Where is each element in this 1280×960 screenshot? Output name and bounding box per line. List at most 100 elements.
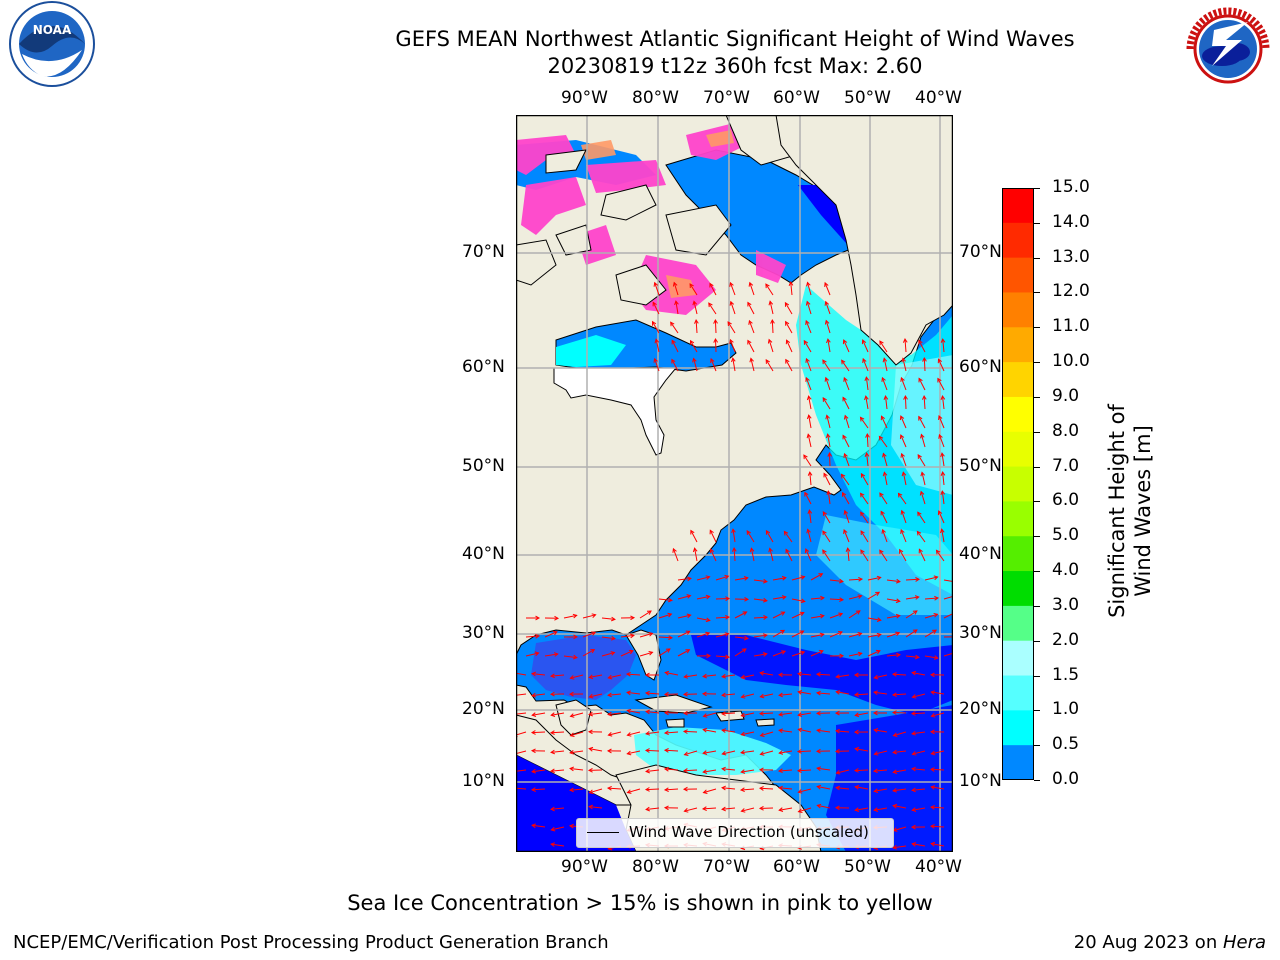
wave-direction-arrow (608, 712, 622, 715)
wave-direction-arrow (817, 729, 831, 733)
wave-direction-arrowhead (861, 339, 867, 345)
north-atlantic-light (891, 355, 953, 495)
wave-direction-arrowhead (549, 730, 555, 735)
wave-direction-arrowhead (549, 768, 555, 774)
wave-direction-arrow (532, 769, 546, 773)
wave-direction-arrowhead (900, 376, 905, 382)
lon-tick-top-70w: 70°W (703, 88, 750, 108)
wave-direction-arrow (765, 359, 774, 372)
wave-direction-arrowhead (694, 318, 699, 324)
wave-direction-arrow (532, 693, 546, 697)
wave-direction-arrow (791, 630, 804, 638)
wave-direction-arrowhead (530, 748, 536, 754)
wave-direction-arrowhead (668, 635, 674, 640)
wave-direction-arrowhead (573, 654, 578, 660)
wave-direction-arrowhead (804, 491, 809, 497)
wave-direction-arrowhead (879, 340, 884, 346)
wave-direction-arrowhead (685, 649, 691, 654)
wave-direction-arrow (753, 579, 767, 583)
wave-direction-arrow (867, 634, 881, 638)
wave-direction-arrow (696, 595, 710, 600)
wave-direction-arrowhead (901, 357, 906, 363)
wave-direction-arrow (900, 415, 907, 429)
colorbar-tick-mark (1034, 222, 1040, 224)
wave-direction-arrow (855, 807, 869, 811)
wave-direction-arrow (882, 453, 888, 467)
wave-direction-arrow (703, 674, 717, 677)
colorbar-segment (1002, 327, 1034, 363)
colorbar-border (1002, 188, 1034, 780)
wave-direction-arrowhead (940, 395, 946, 400)
wave-direction-arrow (694, 548, 698, 562)
wave-direction-arrow (825, 301, 831, 315)
wave-direction-arrowhead (879, 492, 884, 498)
wave-direction-arrow (532, 824, 546, 828)
wave-direction-arrow (836, 691, 850, 695)
wave-direction-arrow (797, 750, 812, 753)
wave-direction-arrowhead (611, 616, 616, 622)
wave-direction-arrowhead (535, 633, 541, 639)
wave-direction-arrowhead (854, 807, 860, 812)
wave-direction-arrowhead (550, 806, 555, 812)
wave-direction-arrowhead (648, 632, 654, 637)
wave-direction-arrow (760, 693, 774, 698)
wave-direction-arrow (601, 652, 615, 657)
wave-direction-arrow (893, 845, 907, 849)
wave-direction-arrowhead (648, 651, 654, 656)
wave-direction-arrow (785, 359, 793, 372)
wave-direction-arrow (709, 530, 717, 543)
wind-wave-arrows (516, 281, 953, 851)
wave-direction-arrow (759, 712, 774, 715)
colorbar-segment (1002, 571, 1034, 607)
wave-direction-arrowhead (535, 615, 541, 621)
wave-direction-arrow (646, 731, 660, 735)
wave-direction-arrow (779, 712, 793, 716)
wave-direction-arrow (582, 649, 595, 657)
wave-direction-arrowhead (588, 693, 594, 699)
wave-direction-arrow (938, 434, 945, 448)
wave-direction-arrow (671, 340, 679, 353)
wave-direction-arrow (525, 652, 539, 657)
wave-direction-arrowhead (891, 692, 897, 698)
wave-direction-arrowhead (729, 338, 734, 344)
wave-direction-arrowhead (843, 529, 848, 534)
wave-direction-arrow (570, 788, 584, 791)
wave-direction-arrow (677, 614, 691, 619)
wave-direction-arrowhead (652, 301, 657, 307)
wave-direction-arrowhead (685, 630, 691, 635)
wave-direction-arrowhead (806, 281, 811, 287)
wave-direction-arrow (550, 731, 565, 734)
footer-date-text: 20 Aug 2023 on (1073, 932, 1223, 953)
colorbar-tick-label: 5.0 (1052, 525, 1080, 546)
wave-direction-arrow (677, 595, 691, 600)
wave-direction-arrowhead (799, 611, 805, 616)
wave-direction-arrowhead (826, 490, 832, 495)
wave-direction-arrowhead (937, 510, 943, 516)
wave-direction-arrow (809, 472, 812, 486)
wave-direction-arrowhead (671, 339, 676, 345)
wave-direction-arrow (684, 750, 698, 756)
colorbar-segment (1002, 536, 1034, 572)
wave-direction-arrow (942, 396, 945, 410)
colorbar-tick-mark (1034, 466, 1040, 468)
wave-direction-arrow (531, 788, 546, 791)
wave-direction-arrow (899, 549, 907, 562)
wave-direction-arrow (516, 787, 527, 790)
wave-direction-arrowhead (825, 414, 830, 420)
wave-direction-arrow (749, 282, 755, 296)
lon-tick-top-80w: 80°W (632, 88, 679, 108)
wave-direction-arrow (525, 635, 540, 638)
wave-direction-arrow (924, 655, 938, 659)
wave-direction-arrowhead (815, 672, 821, 677)
wave-direction-arrowhead (826, 338, 831, 344)
wave-direction-arrow (722, 787, 736, 790)
wave-direction-arrowhead (689, 339, 695, 345)
wave-direction-arrow (544, 653, 558, 657)
wave-direction-arrowhead (740, 712, 746, 718)
footer-date: 20 Aug 2023 on Hera (1074, 932, 1266, 953)
colorbar-tick-mark (1034, 710, 1040, 712)
legend-line-sample (587, 832, 619, 833)
wave-direction-arrowhead (572, 613, 578, 619)
wave-direction-arrowhead (721, 806, 726, 812)
wave-direction-arrow (768, 339, 774, 353)
